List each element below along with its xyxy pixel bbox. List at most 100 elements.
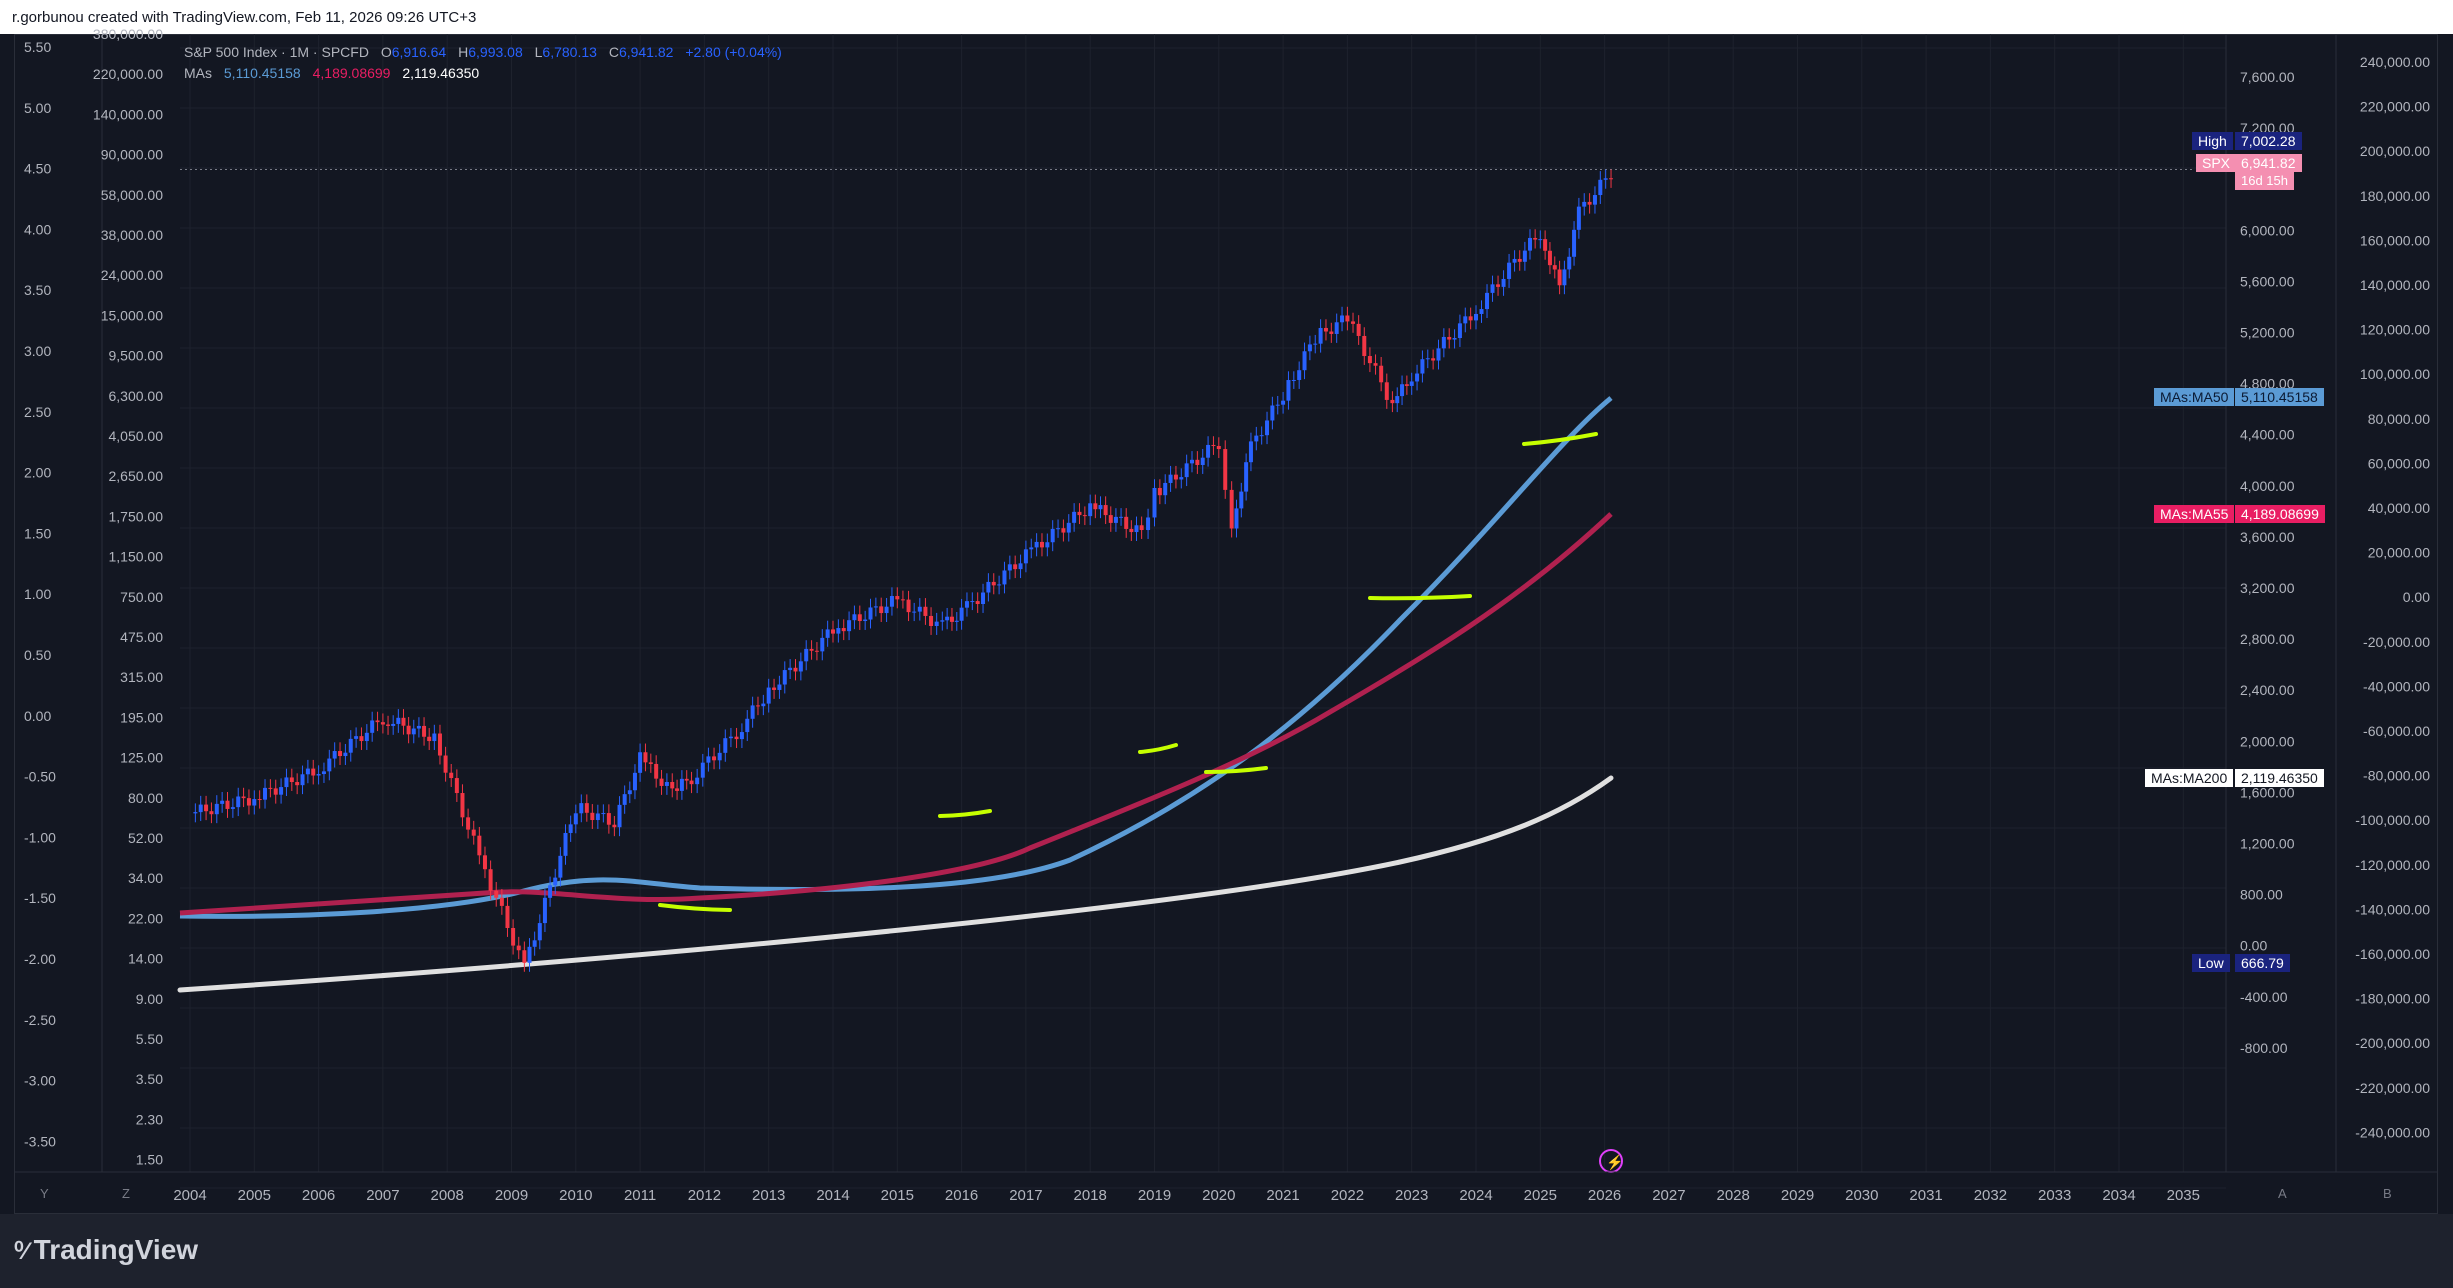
candle-body <box>1490 284 1495 293</box>
candle-body <box>889 596 894 607</box>
candle-body <box>632 772 637 791</box>
x-tick-label: 2028 <box>1717 1187 1750 1204</box>
candle-body <box>1318 327 1323 344</box>
support-mark <box>658 903 732 912</box>
candle-body <box>305 768 310 775</box>
x-tick-label: 2019 <box>1138 1187 1171 1204</box>
x-tick-label: 2007 <box>366 1187 399 1204</box>
left-inner-tick-label: 9,500.00 <box>109 348 164 364</box>
candle-body <box>606 813 611 825</box>
candle-body <box>1496 284 1501 287</box>
legend-mas-label[interactable]: MAs <box>184 65 212 81</box>
left-outer-tick-label: 4.50 <box>24 161 51 177</box>
high-badge-label: High <box>2198 133 2227 149</box>
candle-body <box>1538 239 1543 241</box>
legend-change: +2.80 (+0.04%) <box>685 44 782 60</box>
candle-body <box>1002 570 1007 585</box>
candle-body <box>590 812 595 821</box>
candle-body <box>1572 229 1577 257</box>
candle-body <box>522 950 527 963</box>
x-tick-label: 2024 <box>1459 1187 1492 1204</box>
candle-body <box>1463 316 1468 324</box>
left-outer-tick-label: -1.00 <box>24 829 56 845</box>
candle-body <box>263 787 268 800</box>
x-tick-label: 2027 <box>1652 1187 1685 1204</box>
candle-body <box>1108 515 1113 523</box>
candle-body <box>573 813 578 825</box>
price-tick-label: 5,200.00 <box>2240 325 2295 341</box>
candle-body <box>1485 292 1490 310</box>
left-inner-tick-label: 1,750.00 <box>109 508 164 524</box>
candle-body <box>558 855 563 878</box>
price-tick-label: 0.00 <box>2240 938 2267 954</box>
left-inner-tick-label: 475.00 <box>120 629 163 645</box>
left-outer-tick-label: -2.50 <box>24 1012 56 1028</box>
spx-badge-label: SPX <box>2196 154 2237 172</box>
legend-high-value: 6,993.08 <box>468 44 523 60</box>
candle-body <box>1056 528 1061 530</box>
candle-body <box>1082 515 1087 517</box>
price-tick-label: 4,800.00 <box>2240 376 2295 392</box>
left-inner-tick-label: 9.00 <box>136 991 163 1007</box>
chart-frame[interactable] <box>14 34 2438 1214</box>
outer-right-tick-label: -40,000.00 <box>2363 678 2430 694</box>
candle-body <box>1522 250 1527 262</box>
outer-right-tick-label: 240,000.00 <box>2360 54 2430 70</box>
candle-body <box>289 777 294 783</box>
candle-body <box>1152 487 1157 518</box>
candle-body <box>579 803 584 814</box>
candle-body <box>548 885 553 898</box>
legend-line-1: S&P 500 Index · 1M · SPCFD O6,916.64 H6,… <box>184 44 790 60</box>
candle-body <box>863 619 868 622</box>
candle-body <box>1395 396 1400 404</box>
candle-body <box>1061 528 1066 533</box>
axis-button-z[interactable]: Z <box>122 1186 130 1201</box>
left-inner-tick-label: 6,300.00 <box>109 388 164 404</box>
candle-body <box>225 800 230 809</box>
candle-body <box>638 752 643 773</box>
candle-body <box>949 616 954 622</box>
candle-body <box>970 601 975 603</box>
ma55-badge-value: 4,189.08699 <box>2235 505 2325 523</box>
candle-body <box>1567 256 1572 270</box>
candle-body <box>1229 489 1234 529</box>
candle-body <box>895 596 900 600</box>
candle-body <box>1576 206 1581 230</box>
outer-right-tick-label: -80,000.00 <box>2363 768 2430 784</box>
x-tick-label: 2022 <box>1331 1187 1364 1204</box>
candle-body <box>1507 262 1512 279</box>
candle-body <box>246 798 251 806</box>
tradingview-logo[interactable]: ⁰⁄ TradingView <box>14 1234 198 1266</box>
candle-body <box>1373 363 1378 366</box>
candle-body <box>316 774 321 776</box>
high-badge-value: 7,002.28 <box>2235 132 2302 150</box>
price-tick-label: -800.00 <box>2240 1040 2288 1056</box>
candle-body <box>1603 178 1608 180</box>
ma50-line <box>179 396 1613 919</box>
candle-body <box>568 824 573 833</box>
candle-body <box>1415 373 1420 382</box>
left-inner-tick-label: 1.50 <box>136 1152 163 1168</box>
axis-button-y[interactable]: Y <box>40 1186 49 1201</box>
candle-body <box>1367 356 1372 364</box>
left-inner-tick-label: 3.50 <box>136 1071 163 1087</box>
outer-right-tick-label: -240,000.00 <box>2355 1124 2430 1140</box>
candle-body <box>1072 511 1077 523</box>
legend-line-2: MAs 5,110.45158 4,189.08699 2,119.46350 <box>184 65 487 81</box>
candle-body <box>338 751 343 757</box>
legend-high: H6,993.08 <box>458 44 523 60</box>
candle-body <box>1234 508 1239 529</box>
axis-button-a[interactable]: A <box>2278 1186 2287 1201</box>
outer-right-tick-label: 220,000.00 <box>2360 99 2430 115</box>
candle-body <box>1441 336 1446 349</box>
candle-body <box>1457 323 1462 339</box>
top-bar <box>0 0 2453 34</box>
axis-button-b[interactable]: B <box>2383 1186 2392 1201</box>
candle-body <box>236 796 241 808</box>
candle-body <box>788 667 793 671</box>
left-inner-tick-label: 4,050.00 <box>109 428 164 444</box>
candle-body <box>1029 547 1034 550</box>
candle-body <box>396 717 401 724</box>
candle-body <box>1351 321 1356 324</box>
